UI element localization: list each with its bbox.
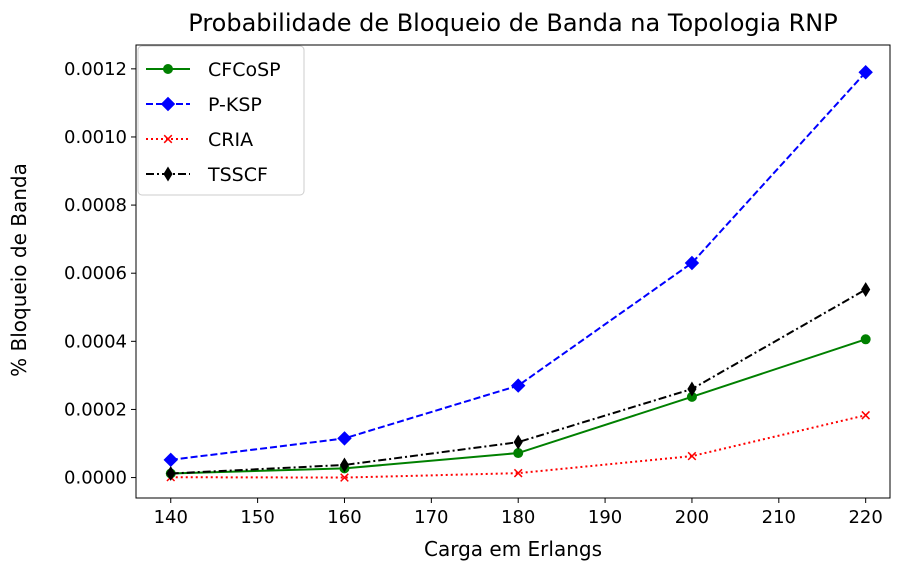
data-point xyxy=(163,452,178,468)
series-tsscf xyxy=(166,282,871,481)
x-tick-label: 200 xyxy=(675,507,709,528)
data-point xyxy=(513,468,523,478)
y-axis-label: % Bloqueio de Banda xyxy=(7,163,31,377)
x-axis-label: Carga em Erlangs xyxy=(424,537,602,561)
x-tick-label: 170 xyxy=(414,507,448,528)
data-point xyxy=(513,434,523,450)
chart-title: Probabilidade de Bloqueio de Banda na To… xyxy=(188,9,837,37)
data-point xyxy=(858,65,873,80)
legend-box xyxy=(137,45,305,196)
y-tick-label: 0.0006 xyxy=(64,263,127,284)
series-cfcosp xyxy=(165,334,871,479)
legend-marker xyxy=(163,64,173,74)
data-point xyxy=(513,448,524,459)
y-tick-label: 0.0000 xyxy=(64,468,127,489)
x-tick-label: 180 xyxy=(501,507,535,528)
legend-entry: CRIA xyxy=(146,129,253,151)
y-tick-label: 0.0004 xyxy=(64,331,127,352)
legend-entry: P-KSP xyxy=(146,94,262,116)
y-tick-label: 0.0002 xyxy=(64,399,127,420)
x-tick-label: 210 xyxy=(762,507,796,528)
plot-frame xyxy=(135,44,891,499)
legend-label: TSSCF xyxy=(207,164,268,186)
series-line xyxy=(170,414,866,479)
data-point xyxy=(687,381,697,397)
data-point xyxy=(166,466,176,481)
data-point xyxy=(339,457,350,473)
legend-label: CFCoSP xyxy=(208,59,281,81)
series-line xyxy=(170,288,867,475)
x-tick-label: 160 xyxy=(327,507,361,528)
x-tick-label: 220 xyxy=(848,507,882,528)
legend: CFCoSP P-KSP CRIA TSSCF xyxy=(137,45,305,196)
series-p-ksp xyxy=(163,65,873,468)
y-tick-label: 0.0010 xyxy=(64,127,127,148)
data-point xyxy=(687,451,697,461)
data-point xyxy=(861,410,871,420)
series-cria xyxy=(166,410,871,482)
data-point xyxy=(861,282,871,298)
data-point xyxy=(511,378,526,393)
legend-entry: TSSCF xyxy=(146,164,268,186)
data-point xyxy=(340,473,349,482)
legend-entry: CFCoSP xyxy=(146,59,281,81)
data-point xyxy=(860,334,871,345)
x-tick-label: 150 xyxy=(240,507,274,528)
legend-label: CRIA xyxy=(208,129,253,151)
x-tick-label: 190 xyxy=(588,507,622,528)
legend-marker xyxy=(160,96,176,112)
x-tick-label: 140 xyxy=(154,507,188,528)
legend-label: P-KSP xyxy=(208,94,262,116)
plot-area: 140 150 160 170 180 190 200 210 220 0.0000 0.0002 0… xyxy=(64,44,891,528)
data-point xyxy=(684,255,700,271)
y-tick-label: 0.0012 xyxy=(64,59,127,80)
legend-marker xyxy=(163,134,173,144)
data-point xyxy=(337,431,352,446)
y-tick-label: 0.0008 xyxy=(64,195,127,216)
legend-marker xyxy=(163,166,173,182)
